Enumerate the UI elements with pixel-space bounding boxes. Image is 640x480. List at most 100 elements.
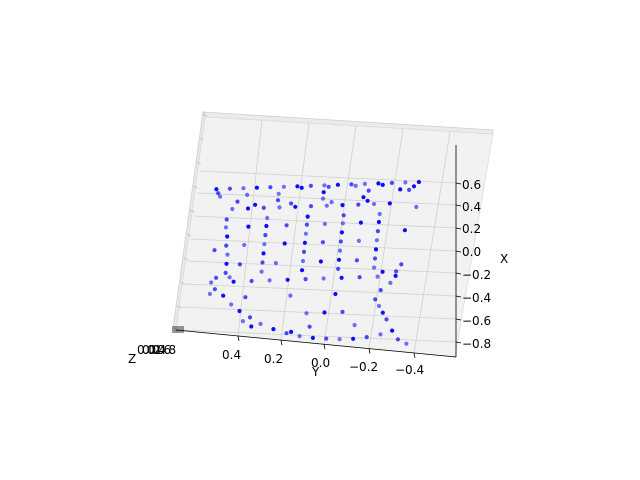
gridline: [187, 260, 457, 274]
y-tick-mark: [323, 344, 326, 350]
data-point: [264, 223, 269, 229]
z-grid-segment: [199, 137, 204, 141]
data-point: [361, 195, 366, 200]
data-point: [371, 201, 377, 207]
scatter-points: [207, 179, 421, 346]
data-point: [338, 239, 343, 244]
data-point: [380, 182, 385, 187]
svg-text:0.4: 0.4: [147, 343, 166, 357]
data-point: [310, 335, 315, 340]
x-tick-label: −0.2: [462, 268, 491, 282]
data-point: [321, 190, 326, 195]
data-point: [305, 214, 310, 219]
data-point: [373, 297, 378, 302]
data-point: [340, 309, 345, 314]
gridline: [197, 192, 457, 206]
z-grid-segment: [177, 305, 182, 309]
gridline: [368, 128, 404, 349]
data-point: [365, 198, 370, 203]
svg-text:0.0: 0.0: [137, 343, 156, 357]
data-point: [403, 180, 408, 185]
data-point: [399, 262, 404, 267]
x-tick-label: −0.6: [462, 314, 491, 328]
data-point: [300, 268, 305, 273]
x-tick-mark: [455, 341, 462, 344]
data-point: [402, 228, 407, 233]
data-point: [337, 337, 342, 342]
data-point: [207, 291, 212, 296]
data-point: [336, 266, 341, 271]
data-point: [362, 181, 367, 186]
z-grid-segment: [183, 257, 188, 261]
y-tick-label: −0.2: [349, 360, 378, 374]
data-point: [378, 288, 383, 293]
z-axis-ticks: [172, 113, 208, 333]
data-point: [271, 327, 276, 332]
data-point: [241, 186, 246, 191]
data-point: [209, 280, 214, 285]
svg-text:0.2: 0.2: [142, 343, 161, 357]
data-point: [308, 204, 314, 209]
data-point: [324, 336, 329, 341]
data-point: [303, 231, 308, 236]
data-point: [320, 240, 325, 245]
data-point: [376, 181, 381, 186]
data-point: [249, 278, 254, 284]
data-point: [389, 180, 394, 185]
y-tick-mark: [368, 348, 371, 354]
x-tick-mark: [455, 227, 462, 230]
data-point: [299, 185, 304, 190]
svg-text:0.6: 0.6: [152, 343, 171, 357]
z-tick-labels-overlapping: 0.0 0.2 0.4 0.6 0.8: [137, 343, 176, 357]
data-point: [227, 275, 232, 280]
data-point: [224, 261, 229, 266]
data-point: [337, 248, 343, 253]
data-point: [223, 270, 228, 275]
data-point: [242, 242, 247, 248]
gridline: [190, 238, 457, 252]
data-point: [364, 335, 369, 340]
data-point: [218, 194, 223, 199]
data-point: [372, 265, 377, 270]
axes-3d: 0.6 0.4 0.2 0.0 −0.2 −0.4 −0.6 −0.8 0.4 …: [128, 110, 508, 379]
z-grid-segment: [180, 281, 185, 285]
data-point: [376, 303, 382, 309]
z-grid-segment: [193, 185, 198, 189]
data-point: [253, 202, 258, 207]
y-axis-label: Y: [311, 365, 320, 379]
data-point: [262, 242, 267, 247]
data-point: [336, 257, 342, 262]
gridlines: [178, 119, 457, 354]
data-point: [387, 201, 392, 206]
data-point: [414, 204, 419, 210]
data-point: [416, 179, 421, 185]
x-tick-mark: [455, 182, 462, 185]
data-point: [339, 275, 344, 280]
data-point: [333, 291, 338, 297]
data-point: [289, 201, 294, 206]
gridline: [181, 306, 457, 320]
data-point: [229, 302, 234, 307]
data-point: [276, 191, 281, 196]
data-point: [275, 198, 281, 203]
y-tick-mark: [280, 340, 283, 346]
y-tick-mark: [237, 335, 240, 342]
data-point: [351, 336, 356, 341]
data-point: [221, 293, 226, 298]
x-tick-mark: [455, 250, 462, 253]
data-point: [318, 259, 323, 264]
gridline: [323, 125, 357, 345]
z-axis-label: Z: [128, 352, 136, 366]
data-point: [285, 277, 290, 282]
data-point: [407, 187, 412, 192]
data-point: [260, 260, 265, 265]
data-point: [326, 184, 331, 189]
data-point: [249, 324, 254, 329]
data-point: [357, 275, 362, 280]
x-tick-mark: [455, 204, 462, 207]
data-point: [273, 261, 278, 266]
x-tick-label: 0.0: [462, 245, 481, 259]
data-point: [227, 186, 232, 191]
y-tick-label: 0.0: [311, 356, 330, 370]
